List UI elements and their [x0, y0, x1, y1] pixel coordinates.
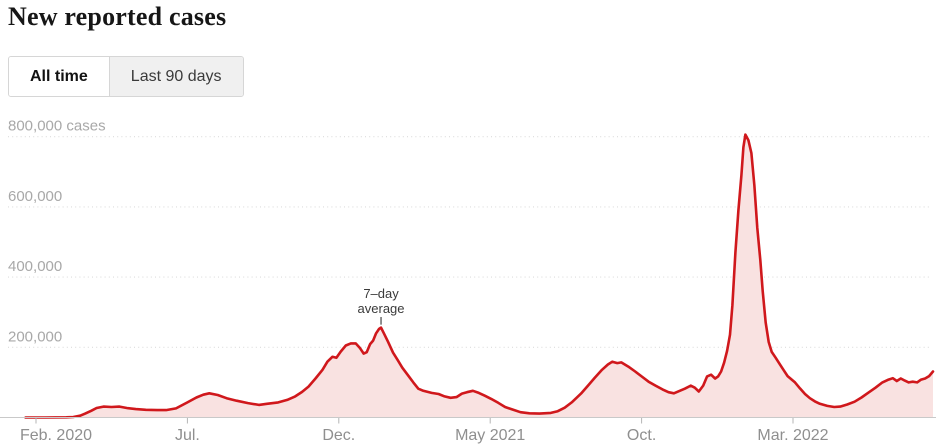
toggle-last-90-days[interactable]: Last 90 days — [109, 57, 243, 96]
time-range-toggle: All time Last 90 days — [8, 56, 244, 97]
x-axis-label: Jul. — [175, 427, 200, 444]
toggle-all-time[interactable]: All time — [9, 57, 110, 96]
x-axis-label: May 2021 — [455, 427, 525, 444]
y-axis-label: 200,000 — [8, 328, 62, 345]
cases-area-fill — [25, 134, 934, 418]
annotation-text: average — [358, 301, 405, 316]
x-axis-label: Mar. 2022 — [757, 427, 828, 444]
x-axis-label: Feb. 2020 — [20, 427, 92, 444]
y-axis-label: 800,000 cases — [8, 118, 106, 135]
y-axis-label: 400,000 — [8, 258, 62, 275]
x-axis-label: Dec. — [322, 427, 355, 444]
cases-line — [24, 133, 935, 419]
y-axis-label: 600,000 — [8, 188, 62, 205]
annotation-text: 7–day — [363, 286, 399, 301]
page-title: New reported cases — [8, 2, 227, 31]
x-axis-label: Oct. — [627, 427, 656, 444]
